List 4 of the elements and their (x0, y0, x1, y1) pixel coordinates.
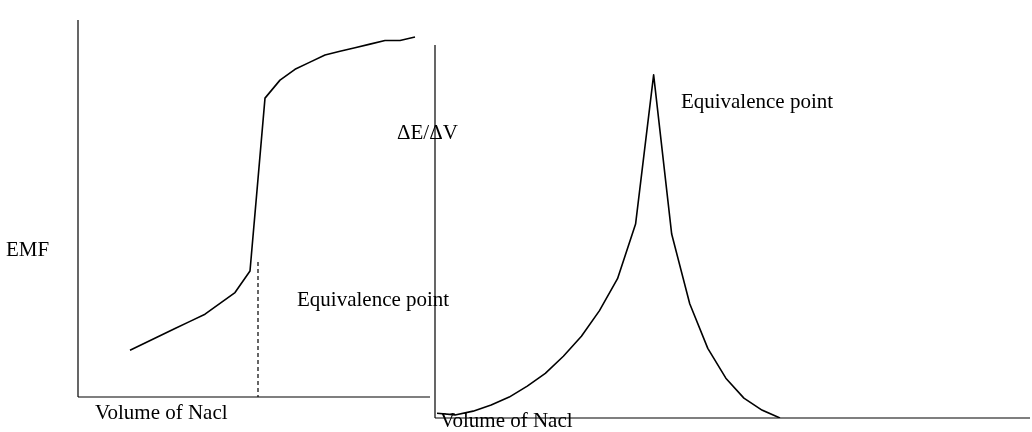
x-axis-title: Volume of Nacl (440, 408, 573, 432)
y-axis-title: EMF (6, 237, 50, 262)
x-axis-title: Volume of Nacl (95, 400, 228, 425)
annotation: Equivalence point (679, 88, 835, 115)
